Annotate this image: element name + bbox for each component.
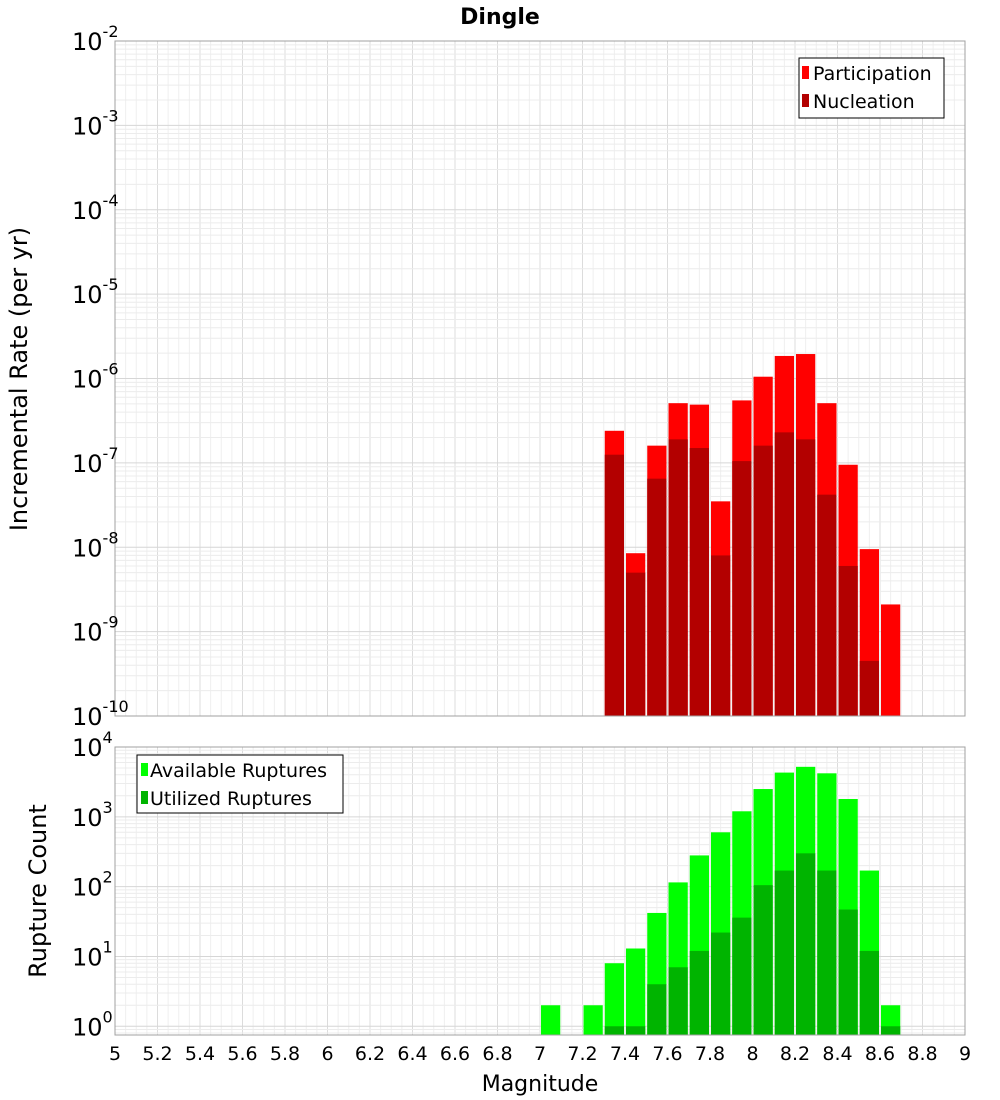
nucleation-bar — [859, 660, 879, 716]
nucleation-bar — [817, 494, 837, 716]
nucleation-legend-swatch — [802, 94, 809, 107]
nucleation-bar — [753, 445, 773, 716]
top-y-tick-labels: 10-10 10-9 10-8 10-7 10-6 10-5 10-4 10-3 10-2 — [72, 22, 129, 731]
utilized-ruptures-bar — [881, 1026, 901, 1035]
utilized-ruptures-bar — [753, 885, 773, 1035]
x-tick-labels: 5 5.2 5.4 5.6 5.8 6 6.2 6.4 6.6 6.8 7 7.2 7.4 7.6 7.8 8… — [109, 1043, 971, 1065]
y-tick-label: 10-4 — [72, 191, 119, 225]
available-ruptures-bar — [626, 948, 646, 1035]
utilized-ruptures-bar — [732, 917, 752, 1035]
x-tick-label: 5.4 — [185, 1043, 215, 1065]
x-tick-label: 5.8 — [270, 1043, 300, 1065]
y-tick-label: 102 — [72, 868, 113, 902]
x-tick-label: 7.4 — [610, 1043, 640, 1065]
y-tick-label: 10-6 — [72, 360, 119, 394]
nucleation-bar — [668, 439, 688, 716]
available-legend-label: Available Ruptures — [150, 760, 327, 782]
x-tick-label: 5.2 — [142, 1043, 172, 1065]
bottom-y-tick-labels: 100 101 102 103 104 — [72, 728, 113, 1041]
participation-legend-label: Participation — [813, 63, 932, 85]
top-bars — [604, 354, 901, 716]
x-tick-label: 7.6 — [652, 1043, 682, 1065]
utilized-ruptures-bar — [817, 870, 837, 1035]
y-tick-label: 10-8 — [72, 528, 119, 562]
y-tick-label: 101 — [72, 937, 113, 971]
bottom-legend: Available Ruptures Utilized Ruptures — [136, 754, 344, 814]
available-ruptures-bar — [583, 1005, 603, 1035]
utilized-legend-swatch — [141, 791, 148, 804]
utilized-ruptures-bar — [604, 1026, 624, 1035]
bottom-legend-box — [136, 754, 344, 814]
nucleation-bar — [604, 454, 624, 716]
x-tick-label: 8.8 — [907, 1043, 937, 1065]
x-tick-label: 8.6 — [865, 1043, 895, 1065]
x-tick-label: 5.6 — [227, 1043, 257, 1065]
utilized-ruptures-bar — [859, 950, 879, 1035]
x-tick-label: 6.4 — [397, 1043, 427, 1065]
y-tick-label: 103 — [72, 798, 113, 832]
utilized-ruptures-bar — [689, 950, 709, 1035]
top-legend: Participation Nucleation — [798, 57, 945, 119]
top-legend-box — [798, 57, 945, 119]
utilized-ruptures-bar — [647, 984, 667, 1035]
x-tick-label: 7.2 — [567, 1043, 597, 1065]
x-axis-label: Magnitude — [482, 1072, 599, 1097]
utilized-ruptures-bar — [668, 967, 688, 1035]
y-tick-label: 104 — [72, 728, 113, 762]
nucleation-legend-label: Nucleation — [813, 91, 915, 113]
available-ruptures-bar — [541, 1005, 561, 1035]
participation-legend-swatch — [802, 66, 809, 79]
nucleation-bar — [647, 478, 667, 716]
y-tick-label: 10-2 — [72, 22, 119, 56]
y-tick-label: 10-3 — [72, 106, 119, 140]
rupture-count-panel: 100 101 102 103 104 Rupture Count Available … — [24, 728, 971, 1097]
y-tick-label: 100 — [72, 1007, 113, 1041]
nucleation-bar — [732, 461, 752, 716]
available-legend-swatch — [141, 763, 148, 776]
x-tick-label: 8 — [746, 1043, 758, 1065]
x-tick-label: 7.8 — [695, 1043, 725, 1065]
utilized-ruptures-bar — [838, 909, 858, 1035]
utilized-ruptures-bar — [711, 932, 731, 1035]
x-tick-label: 6.8 — [482, 1043, 512, 1065]
y-tick-label: 10-10 — [72, 697, 129, 731]
nucleation-bar — [774, 432, 794, 716]
bottom-y-axis-label: Rupture Count — [24, 804, 52, 978]
utilized-ruptures-bar — [774, 870, 794, 1035]
nucleation-bar — [711, 555, 731, 716]
nucleation-bar — [838, 565, 858, 716]
nucleation-bar — [796, 439, 816, 716]
y-tick-label: 10-7 — [72, 444, 119, 478]
y-tick-label: 10-5 — [72, 275, 119, 309]
nucleation-bar — [689, 448, 709, 716]
chart-title: Dingle — [460, 5, 540, 30]
x-tick-label: 9 — [959, 1043, 971, 1065]
x-tick-label: 7 — [534, 1043, 546, 1065]
y-tick-label: 10-9 — [72, 613, 119, 647]
bottom-bars — [541, 766, 901, 1035]
participation-bar — [881, 604, 901, 716]
utilized-legend-label: Utilized Ruptures — [150, 788, 312, 810]
utilized-ruptures-bar — [796, 853, 816, 1035]
bottom-plot-border — [114, 746, 966, 1036]
participation-nucleation-panel: 10-10 10-9 10-8 10-7 10-6 10-5 10-4 10-3 10-2 In… — [5, 22, 966, 731]
x-tick-label: 6.6 — [440, 1043, 470, 1065]
x-tick-label: 5 — [109, 1043, 121, 1065]
x-tick-label: 8.2 — [780, 1043, 810, 1065]
nucleation-bar — [626, 572, 646, 716]
x-tick-label: 8.4 — [822, 1043, 852, 1065]
top-y-axis-label: Incremental Rate (per yr) — [5, 227, 33, 531]
x-tick-label: 6 — [321, 1043, 333, 1065]
utilized-ruptures-bar — [626, 1026, 646, 1035]
available-ruptures-bar — [604, 963, 624, 1035]
top-plot-border — [114, 40, 966, 717]
x-tick-label: 6.2 — [355, 1043, 385, 1065]
top-grid — [114, 40, 966, 717]
